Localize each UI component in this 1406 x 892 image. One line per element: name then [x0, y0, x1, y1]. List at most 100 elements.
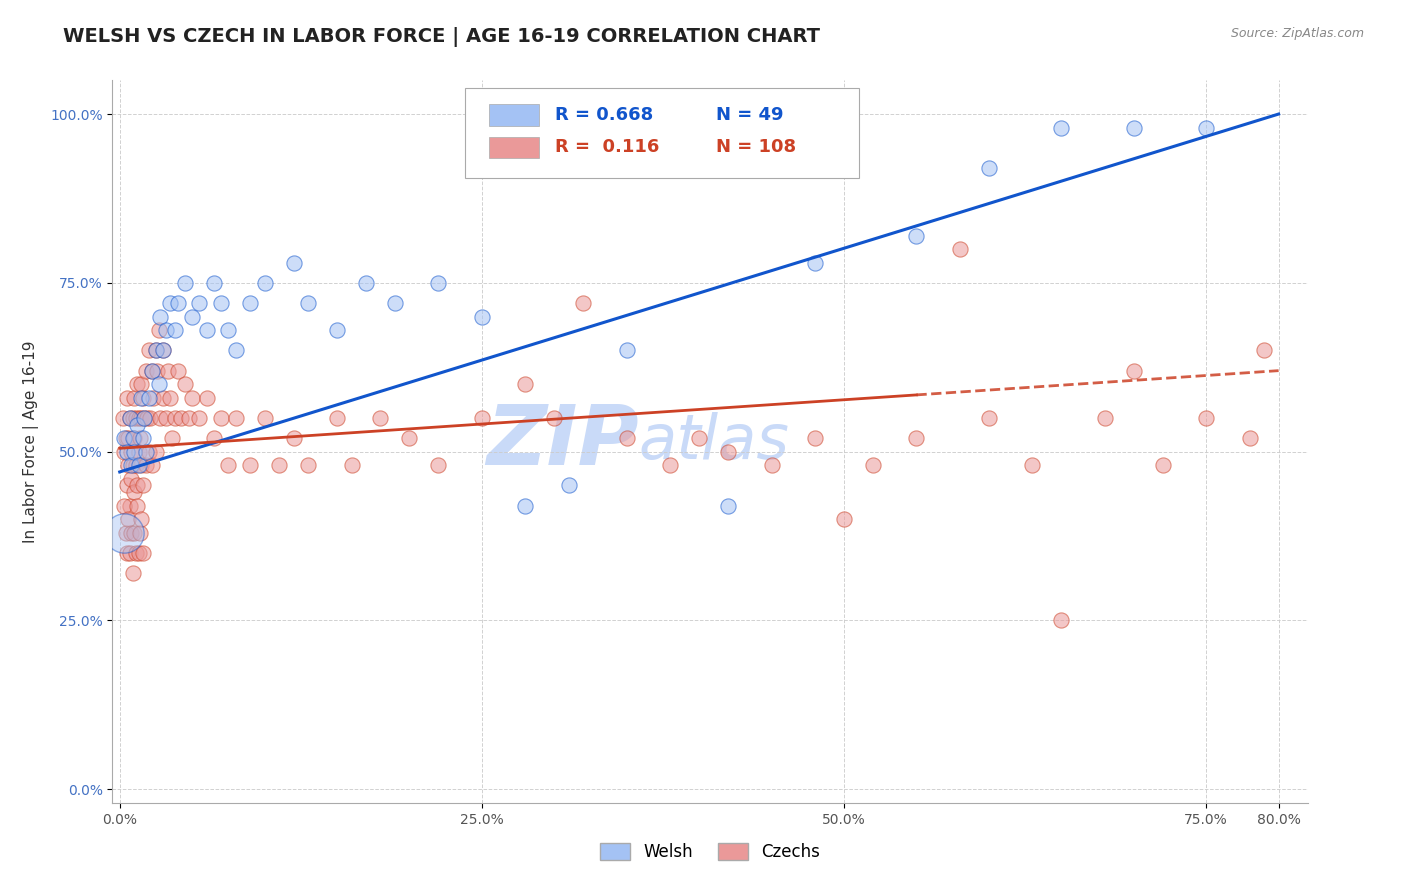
- Point: [121, 458, 143, 472]
- Point: [115, 391, 138, 405]
- Point: [124, 546, 146, 560]
- Legend: Welsh, Czechs: Welsh, Czechs: [593, 837, 827, 868]
- Point: [152, 343, 174, 358]
- Point: [239, 296, 262, 310]
- Point: [543, 411, 565, 425]
- Point: [120, 525, 142, 540]
- Point: [138, 444, 160, 458]
- Point: [209, 296, 232, 310]
- Point: [515, 377, 537, 392]
- Point: [118, 499, 141, 513]
- Point: [1094, 411, 1116, 425]
- Point: [166, 364, 188, 378]
- Point: [132, 431, 155, 445]
- Point: [181, 391, 204, 405]
- Point: [195, 323, 218, 337]
- Point: [112, 525, 135, 540]
- Point: [138, 391, 160, 405]
- Point: [141, 364, 163, 378]
- Point: [112, 444, 135, 458]
- Point: [122, 525, 145, 540]
- Point: [225, 411, 247, 425]
- Point: [127, 377, 149, 392]
- Point: [1122, 120, 1144, 135]
- Text: R = 0.668: R = 0.668: [554, 106, 652, 124]
- Point: [159, 296, 181, 310]
- Point: [115, 546, 138, 560]
- Point: [117, 512, 139, 526]
- Point: [120, 472, 142, 486]
- Point: [124, 458, 146, 472]
- Point: [427, 276, 450, 290]
- Point: [152, 343, 174, 358]
- Point: [905, 431, 928, 445]
- Point: [1122, 364, 1144, 378]
- Point: [136, 411, 159, 425]
- Point: [159, 391, 181, 405]
- Point: [145, 444, 167, 458]
- Point: [1239, 431, 1261, 445]
- Point: [217, 323, 239, 337]
- Point: [297, 458, 319, 472]
- Point: [427, 458, 450, 472]
- Point: [111, 411, 134, 425]
- Point: [717, 444, 740, 458]
- Point: [155, 323, 177, 337]
- Point: [202, 431, 225, 445]
- Point: [121, 411, 143, 425]
- Point: [118, 411, 141, 425]
- Point: [225, 343, 247, 358]
- Point: [141, 458, 163, 472]
- Point: [135, 444, 157, 458]
- Point: [117, 431, 139, 445]
- Point: [163, 411, 186, 425]
- Point: [128, 458, 150, 472]
- Point: [949, 242, 972, 256]
- Point: [152, 391, 174, 405]
- Point: [122, 391, 145, 405]
- Point: [174, 276, 197, 290]
- Point: [132, 391, 155, 405]
- Point: [131, 458, 153, 472]
- Point: [132, 478, 155, 492]
- Point: [135, 364, 157, 378]
- Point: [558, 478, 581, 492]
- Point: [131, 411, 153, 425]
- Point: [202, 276, 225, 290]
- Point: [1195, 120, 1218, 135]
- Point: [195, 391, 218, 405]
- Point: [131, 512, 153, 526]
- Point: [122, 444, 145, 458]
- Point: [115, 444, 138, 458]
- Point: [905, 228, 928, 243]
- Point: [134, 411, 156, 425]
- Point: [120, 458, 142, 472]
- Text: R =  0.116: R = 0.116: [554, 138, 659, 156]
- Point: [616, 343, 638, 358]
- Point: [471, 310, 494, 324]
- Point: [156, 364, 179, 378]
- Point: [112, 499, 135, 513]
- Point: [297, 296, 319, 310]
- Point: [146, 364, 169, 378]
- Point: [188, 411, 211, 425]
- Point: [1195, 411, 1218, 425]
- Y-axis label: In Labor Force | Age 16-19: In Labor Force | Age 16-19: [22, 340, 39, 543]
- Point: [129, 431, 152, 445]
- Point: [370, 411, 392, 425]
- Point: [326, 323, 349, 337]
- Point: [160, 431, 183, 445]
- Point: [134, 411, 156, 425]
- Point: [127, 478, 149, 492]
- Point: [283, 255, 305, 269]
- Point: [471, 411, 494, 425]
- Point: [688, 431, 710, 445]
- Text: atlas: atlas: [638, 411, 789, 472]
- Point: [239, 458, 262, 472]
- Point: [166, 296, 188, 310]
- Point: [253, 411, 276, 425]
- Point: [163, 323, 186, 337]
- Point: [659, 458, 682, 472]
- Point: [398, 431, 420, 445]
- Point: [572, 296, 595, 310]
